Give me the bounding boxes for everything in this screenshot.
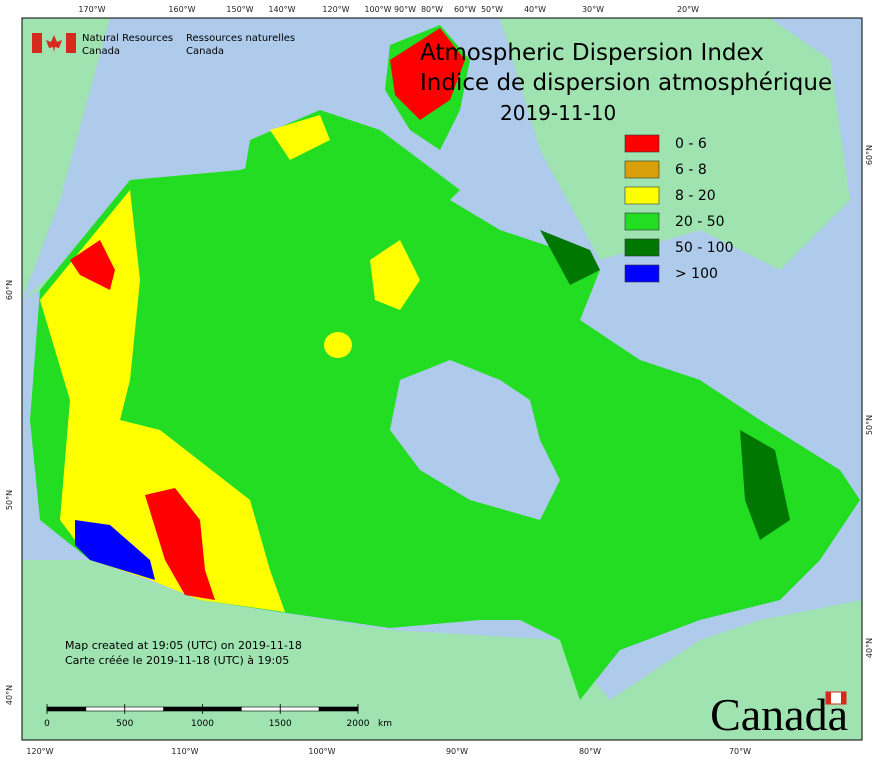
bottom-label: 120°W [26, 747, 53, 756]
scale-segment [241, 706, 281, 712]
right-label: 60°N [865, 145, 874, 165]
legend-label: 50 - 100 [675, 240, 734, 256]
scale-segment [46, 706, 87, 712]
top-label: 150°W [226, 5, 253, 14]
top-label: 40°W [524, 5, 546, 14]
legend-label: 20 - 50 [675, 214, 725, 230]
top-label: 140°W [268, 5, 295, 14]
scale-segment [85, 706, 126, 712]
title-fr: Indice de dispersion atmosphérique [420, 70, 832, 96]
title-en: Atmospheric Dispersion Index [420, 40, 764, 66]
scale-segment [279, 706, 320, 712]
legend-swatch [624, 212, 660, 231]
legend-swatch [624, 134, 660, 153]
region-darkgreen-labrador [740, 430, 790, 540]
legend: 0 - 6 6 - 8 8 - 20 20 - 50 50 - 100 > 100 [624, 134, 734, 283]
legend-label: 0 - 6 [675, 136, 707, 152]
credit-en: Map created at 19:05 (UTC) on 2019-11-18 [65, 639, 302, 652]
scale-label: 2000 [347, 719, 370, 729]
scale-label: 1500 [269, 719, 292, 729]
bottom-label: 110°W [171, 747, 198, 756]
credit-fr: Carte créée le 2019-11-18 (UTC) à 19:05 [65, 654, 289, 667]
left-label: 40°N [5, 685, 14, 705]
legend-swatch [624, 264, 660, 283]
flag-leaf [46, 35, 62, 52]
greenland [500, 18, 850, 270]
region-darkgreen-baffin [540, 230, 600, 285]
scale-segment [318, 706, 359, 712]
region-blue-bc [75, 520, 155, 580]
wordmark: Canada [710, 689, 848, 740]
map-frame [21, 17, 863, 741]
scale-label: 0 [44, 719, 50, 729]
legend-swatch [624, 186, 660, 205]
hudson-bay [390, 360, 560, 520]
wordmark-flag-right [841, 692, 846, 704]
top-label: 120°W [322, 5, 349, 14]
left-label: 50°N [5, 490, 14, 510]
top-label: 170°W [78, 5, 105, 14]
country-fr: Canada [186, 46, 224, 57]
bottom-label: 80°W [579, 747, 601, 756]
alaska [22, 18, 110, 300]
scale-unit: km [378, 719, 392, 729]
top-label: 90°W [394, 5, 416, 14]
usa [22, 560, 862, 740]
top-label: 160°W [168, 5, 195, 14]
region-yellow-west [40, 190, 285, 612]
bottom-label: 100°W [308, 747, 335, 756]
legend-swatch [624, 238, 660, 257]
top-label: 80°W [421, 5, 443, 14]
legend-label: 8 - 20 [675, 188, 716, 204]
right-label: 40°N [865, 638, 874, 658]
scale-bar: 0 500 1000 1500 2000 km [44, 704, 392, 729]
scale-segment [163, 706, 203, 712]
region-yellow-island [370, 240, 420, 310]
flag-left [32, 33, 42, 53]
right-label: 50°N [865, 415, 874, 435]
region-yellow-arctic [270, 115, 330, 160]
legend-label: > 100 [675, 266, 718, 282]
legend-swatch [624, 160, 660, 179]
top-label: 20°W [677, 5, 699, 14]
org-fr: Ressources naturelles [186, 33, 295, 44]
region-red-alberta [145, 488, 215, 600]
graticule-labels: 170°W 160°W 150°W 140°W 120°W 100°W 90°W 80°W 60… [5, 5, 874, 756]
top-label: 30°W [582, 5, 604, 14]
legend-label: 6 - 8 [675, 162, 707, 178]
flag-right [66, 33, 76, 53]
scale-label: 500 [116, 719, 133, 729]
org-en: Natural Resources [82, 33, 173, 44]
region-yellow-spot [324, 332, 352, 358]
top-label: 100°W [364, 5, 391, 14]
top-label: 50°W [481, 5, 503, 14]
left-label: 60°N [5, 280, 14, 300]
region-red-yukon [70, 240, 115, 290]
scale-segment [124, 706, 164, 712]
country-en: Canada [82, 46, 120, 57]
bottom-label: 90°W [446, 747, 468, 756]
bottom-label: 70°W [729, 747, 751, 756]
scale-label: 1000 [191, 719, 214, 729]
title-date: 2019-11-10 [500, 101, 616, 125]
scale-segment [202, 706, 242, 712]
top-label: 60°W [454, 5, 476, 14]
region-red-north [390, 28, 465, 120]
wordmark-flag-left [826, 692, 831, 704]
